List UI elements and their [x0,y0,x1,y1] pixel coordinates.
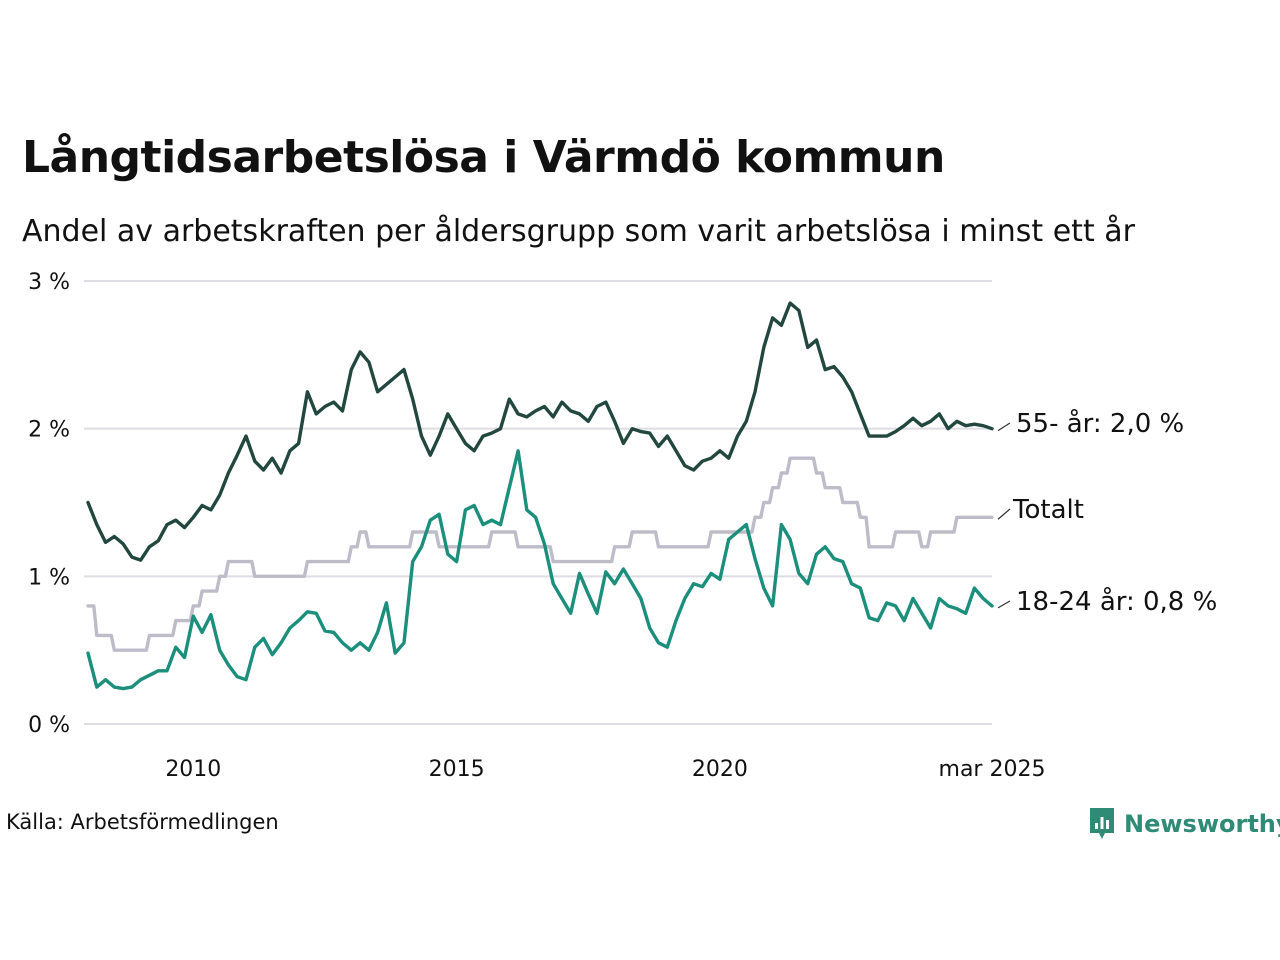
end-label-connector [997,508,1011,520]
source-note: Källa: Arbetsförmedlingen [6,810,279,834]
series-line-55 [86,301,994,562]
chart-subtitle: Andel av arbetskraften per åldersgrupp s… [22,214,1135,249]
series-line-total [86,456,994,652]
y-tick-label: 2 % [28,418,70,443]
series-end-label-55: 55- år: 2,0 % [1016,408,1184,439]
y-axis: 0 % 1 % 2 % 3 % [28,270,70,738]
y-tick-label: 0 % [28,713,70,738]
x-tick-label: 2020 [692,757,748,782]
series-end-label-total: Totalt [1012,495,1084,525]
x-tick-label: 2015 [429,757,485,782]
gridlines [84,280,992,725]
y-tick-label: 3 % [28,270,70,295]
chart-title: Långtidsarbetslösa i Värmdö kommun [22,132,945,183]
series-line-18-24 [86,449,994,691]
series-lines [86,301,994,691]
brand-name: Newsworthy [1124,810,1280,838]
x-tick-label: mar 2025 [939,757,1046,782]
newsworthy-logo-icon [1090,808,1114,839]
brand-logo: Newsworthy [1088,804,1280,844]
series-end-labels: Totalt 18-24 år: 0,8 % 55- år: 2,0 % [997,408,1217,617]
x-axis: 2010 2015 2020 mar 2025 [165,757,1045,782]
series-end-label-18-24: 18-24 år: 0,8 % [1016,586,1217,617]
end-label-connector [997,422,1011,432]
y-tick-label: 1 % [28,565,70,590]
end-label-connector [997,600,1011,609]
x-tick-label: 2010 [165,757,221,782]
